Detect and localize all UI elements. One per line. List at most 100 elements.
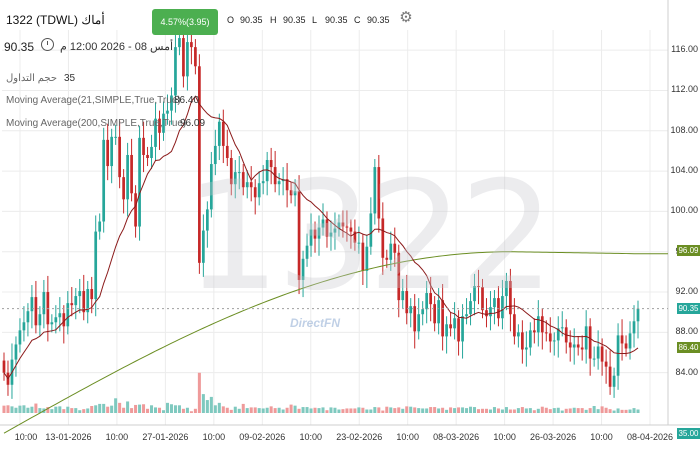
candle-body — [389, 243, 393, 260]
candle-body — [576, 344, 580, 348]
volume-bar — [560, 410, 564, 413]
candle-body — [469, 301, 472, 315]
volume-bar — [189, 411, 193, 413]
volume-bar — [18, 405, 22, 413]
candle-body — [225, 145, 229, 159]
ohlc-high-value: 90.35 — [283, 15, 306, 25]
volume-bar — [14, 407, 18, 413]
volume-bar — [361, 407, 365, 413]
candle-body — [433, 304, 436, 324]
volume-bar — [445, 409, 449, 413]
gear-icon[interactable]: ⚙ — [399, 9, 413, 26]
candle-body — [588, 326, 592, 359]
candle-body — [441, 300, 444, 337]
candle-body — [289, 190, 293, 196]
x-tick-label: 08-04-2026 — [626, 432, 674, 442]
x-tick-label: 10:00 — [493, 432, 516, 442]
candle-body — [409, 306, 413, 314]
candle-body — [50, 322, 54, 325]
volume-bar — [213, 405, 217, 413]
volume-bar — [572, 407, 576, 413]
candle-body — [600, 346, 604, 362]
candle-body — [560, 327, 564, 329]
volume-bar — [185, 407, 189, 413]
candle-body — [473, 286, 476, 302]
volume-bar — [632, 408, 636, 413]
x-tick-label: 13-01-2026 — [45, 432, 92, 442]
candle-body — [229, 158, 233, 185]
volume-bar — [293, 405, 297, 413]
volume-bar — [86, 408, 90, 413]
candle-body — [584, 326, 588, 350]
candle-body — [457, 318, 460, 342]
volume-bar — [253, 407, 257, 413]
volume-bar — [161, 410, 166, 413]
volume-bar — [305, 407, 309, 413]
volume-bar — [393, 408, 397, 413]
clock-icon[interactable] — [41, 38, 54, 51]
candle-body — [333, 228, 337, 233]
candle-body — [509, 280, 512, 315]
volume-bar — [329, 407, 333, 413]
volume-bar — [142, 404, 146, 413]
symbol-title[interactable]: 1322 (TDWL) أماك — [6, 13, 105, 27]
candle-body — [548, 333, 552, 342]
candle-body — [397, 252, 401, 301]
candle-body — [377, 167, 381, 219]
volume-bar — [413, 407, 417, 413]
candle-body — [74, 296, 78, 306]
datetime-label: أمس 08 - 2026 12:00 م — [60, 41, 174, 53]
volume-bar — [58, 406, 62, 413]
volume-bar — [624, 409, 628, 413]
ma200-line — [3, 251, 668, 434]
candle-body — [237, 172, 241, 174]
candle-body — [572, 344, 576, 348]
volume-bar — [62, 409, 66, 413]
volume-bar — [102, 403, 106, 413]
candle-body — [449, 324, 452, 329]
volume-bar — [548, 409, 552, 413]
candle-body — [178, 38, 181, 48]
candle-body — [277, 181, 281, 185]
candle-body — [26, 311, 30, 323]
volume-bar — [461, 407, 465, 413]
legend-ma200-value: 96.09 — [180, 118, 206, 129]
candle-body — [325, 219, 329, 237]
candle-body — [82, 291, 86, 313]
volume-bar — [417, 408, 421, 413]
candle-body — [166, 110, 169, 114]
volume-bar — [341, 409, 345, 413]
candle-body — [198, 66, 201, 263]
candle-body — [213, 145, 217, 165]
volume-bar — [536, 408, 540, 413]
change-badge: 4.57%(3.95) — [152, 9, 218, 35]
y-tick-label: 112.00 — [671, 84, 698, 95]
candle-body — [118, 136, 121, 178]
x-tick-label: 08-03-2026 — [433, 432, 480, 442]
ohlc-high-label: H — [270, 15, 277, 25]
candle-body — [540, 316, 544, 333]
volume-bar — [544, 407, 548, 413]
volume-bar — [604, 407, 608, 413]
candle-body — [297, 191, 301, 280]
volume-bar — [233, 406, 237, 413]
candle-body — [22, 322, 26, 331]
candle-body — [170, 95, 173, 111]
volume-bar — [241, 403, 245, 413]
volume-bar — [221, 406, 225, 413]
candle-body — [337, 222, 341, 229]
volume-bar — [504, 407, 508, 413]
volume-bar — [22, 405, 26, 413]
volume-bar — [540, 406, 544, 413]
candle-body — [46, 292, 50, 325]
candle-body — [604, 361, 608, 367]
volume-bar — [94, 405, 98, 413]
candle-body — [393, 243, 397, 253]
candle-body — [345, 226, 349, 228]
candle-body — [202, 230, 205, 263]
candle-body — [580, 347, 584, 350]
candle-body — [568, 342, 572, 348]
volume-bar — [528, 408, 532, 413]
